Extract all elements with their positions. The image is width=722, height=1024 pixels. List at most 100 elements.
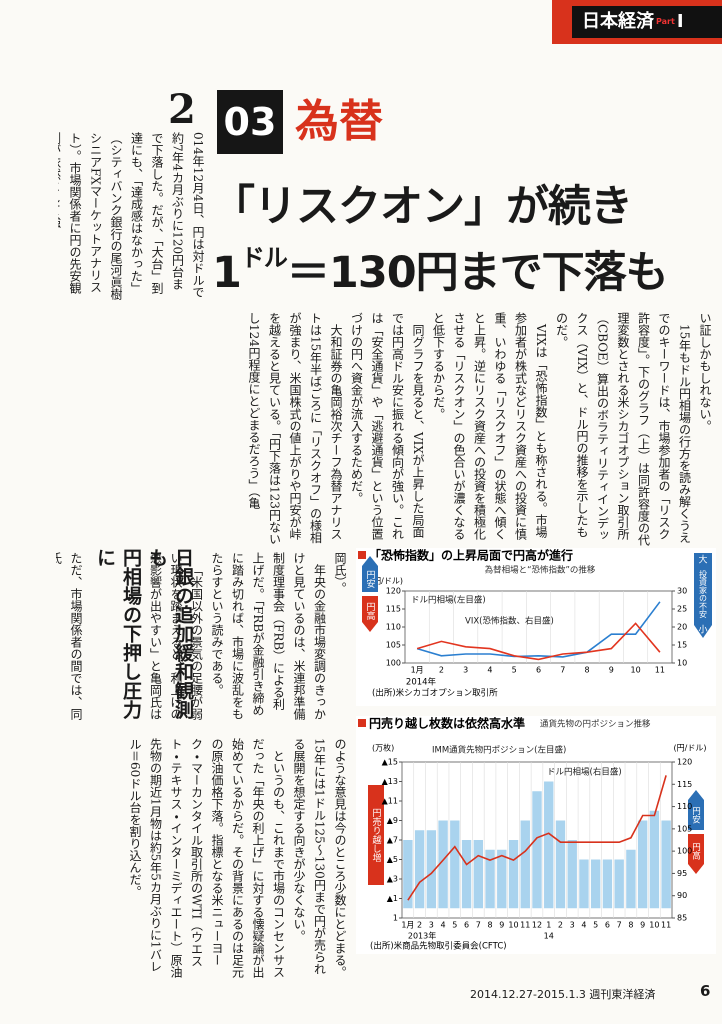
- y2-unit: (円/ドル): [674, 744, 707, 753]
- y2-tick-label: 90: [677, 891, 687, 900]
- y-unit: (万枚): [372, 743, 394, 753]
- bar: [520, 820, 530, 909]
- x-tick-label: 1月: [401, 921, 414, 930]
- y-tick-label: ▲7: [387, 836, 398, 845]
- side-label: 円高: [691, 843, 701, 861]
- side-arrow: [362, 596, 378, 632]
- part-word: Part: [656, 17, 675, 26]
- side-label: 投資家の不安: [699, 569, 708, 619]
- y2-tick-label: 115: [677, 780, 692, 789]
- legend-label: IMM通貨先物円ポジション(左目盛): [432, 745, 566, 756]
- side-arrow: [688, 790, 704, 830]
- x-tick-label: 8: [628, 921, 633, 930]
- bar: [555, 820, 566, 909]
- y2-tick-label: 25: [677, 605, 687, 614]
- y-tick-label: ▲15: [382, 758, 398, 767]
- x-tick-label: 12: [532, 921, 542, 930]
- y-tick-label: 1: [393, 914, 398, 923]
- x-tick-label: 11: [520, 921, 530, 930]
- x-tick-label: 10: [630, 666, 640, 675]
- x-tick-label: 11: [655, 666, 665, 675]
- bar: [438, 820, 448, 909]
- legend-label: ドル円相場(左目盛): [411, 595, 486, 606]
- y2-tick-label: 20: [677, 623, 687, 632]
- chart-title: 「恐怖指数」の上昇局面で円高が進行: [369, 548, 573, 563]
- headline-line1: 「リスクオン」が続き: [212, 182, 633, 232]
- y-tick-label: 105: [386, 641, 401, 650]
- headline-unit: ドル: [240, 244, 288, 272]
- x-tick-label: 10: [508, 921, 518, 930]
- bar: [508, 840, 519, 909]
- x-tick-label: 8: [584, 666, 589, 675]
- headline-line2: 1ドル＝130円まで下落も: [212, 238, 669, 300]
- paragraph: い証しかもしれない。: [698, 312, 712, 432]
- x-tick-label: 3: [570, 921, 575, 930]
- series-line: [416, 601, 661, 658]
- y2-tick-label: 85: [677, 914, 687, 923]
- bar: [403, 840, 413, 909]
- chart-subtitle: 為替相場と“恐怖指数”の推移: [485, 565, 596, 576]
- paragraph: 年央の金融市場変調のきっかけと見ているのは、米連邦準備制度理事会（FRB）による…: [210, 552, 327, 720]
- subhead-line: 日銀の追加緩和観測も: [146, 548, 194, 719]
- x-tick-label: 7: [617, 921, 622, 930]
- paragraph: VIXは「恐怖指数」とも称される。市場参加者が株式などリスク資産への投資に慎重、…: [431, 312, 549, 540]
- x-tick-label: 1: [546, 921, 551, 930]
- bar: [497, 849, 507, 909]
- bar: [426, 830, 437, 909]
- bar: [579, 859, 589, 909]
- footer-issue: 2014.12.27-2015.1.3 週刊東洋経済: [470, 988, 656, 1001]
- y2-tick-label: 30: [677, 587, 687, 596]
- bar: [414, 830, 425, 909]
- paragraph: というのも、これまで市場のコンセンサスだった「年央の利上げ」に対する懐疑論が出始…: [128, 738, 286, 978]
- series-line: [407, 775, 667, 901]
- x-tick-label: 1月: [411, 666, 424, 675]
- x-tick-label: 7: [476, 921, 481, 930]
- side-arrow: [694, 553, 712, 638]
- paragraph: のような意見は今のところ少数にとどまる。15年には1ドル125〜130円まで円が…: [292, 738, 347, 978]
- section-label: 為替: [295, 96, 383, 147]
- x-tick-label: 9: [499, 921, 504, 930]
- x-tick-label: 6: [536, 666, 541, 675]
- y-tick-label: 110: [386, 623, 401, 632]
- y2-tick-label: 95: [677, 869, 687, 878]
- y-tick-label: ▲1: [387, 894, 398, 903]
- x-tick-label: 7: [560, 666, 565, 675]
- legend-label: ドル円相場(右目盛): [547, 767, 622, 778]
- paragraph: 15年もドル円相場の行方を読み解くうえでのキーワードは、市場参加者の「リスク許容…: [554, 312, 692, 546]
- drop-cap: 2: [168, 86, 196, 133]
- paragraph: 大和証券の亀岡裕次チーフ為替アナリストは15年半ばごろに「リスクオフ」の様相が強…: [247, 312, 343, 545]
- paragraph: 014年12月4日、円は対ドルで約7年4カ月ぶりに120円台まで下落した。だが、…: [58, 132, 205, 300]
- y2-tick-label: 15: [677, 641, 687, 650]
- bar: [591, 859, 601, 909]
- side-label: 円売り越し増: [371, 808, 382, 863]
- bar: [485, 849, 495, 909]
- y2-tick-label: 105: [677, 824, 692, 833]
- part-number: I: [676, 11, 684, 32]
- legend-label: VIX(恐怖指数、右目盛): [465, 616, 554, 627]
- chart-title: 円売り越し枚数は依然高水準: [369, 716, 525, 731]
- x-tick-label: 10: [649, 921, 659, 930]
- x-tick-label: 3: [429, 921, 434, 930]
- y2-tick-label: 100: [677, 847, 692, 856]
- side-arrow: [688, 834, 704, 874]
- section-name: 日本経済: [582, 11, 654, 32]
- side-arrow: [362, 556, 378, 592]
- side-label: 大: [698, 554, 707, 566]
- y-tick-label: ▲9: [387, 816, 398, 825]
- paragraph: 「米国以外の景気の足腰が弱い現状を踏まえると、利上げの悪影響が出やすい」と亀岡氏…: [148, 552, 204, 720]
- y-unit: (円/ドル): [370, 577, 403, 586]
- y2-tick-label: 10: [677, 659, 687, 668]
- bar: [602, 859, 613, 909]
- source: (出所)米シカゴオプション取引所: [372, 688, 498, 699]
- y-tick-label: ▲3: [387, 875, 398, 884]
- side-label: 円安: [365, 570, 376, 589]
- bar: [567, 840, 577, 909]
- page-number: 6: [700, 982, 711, 1000]
- paragraph: ただ、市場関係者の間では、同氏: [56, 552, 83, 720]
- x-tick-label: 2: [417, 921, 422, 930]
- bar: [450, 820, 460, 909]
- bar: [544, 781, 554, 909]
- x-tick-label: 5: [593, 921, 598, 930]
- bar: [614, 859, 624, 909]
- x-tick-label: 9: [609, 666, 614, 675]
